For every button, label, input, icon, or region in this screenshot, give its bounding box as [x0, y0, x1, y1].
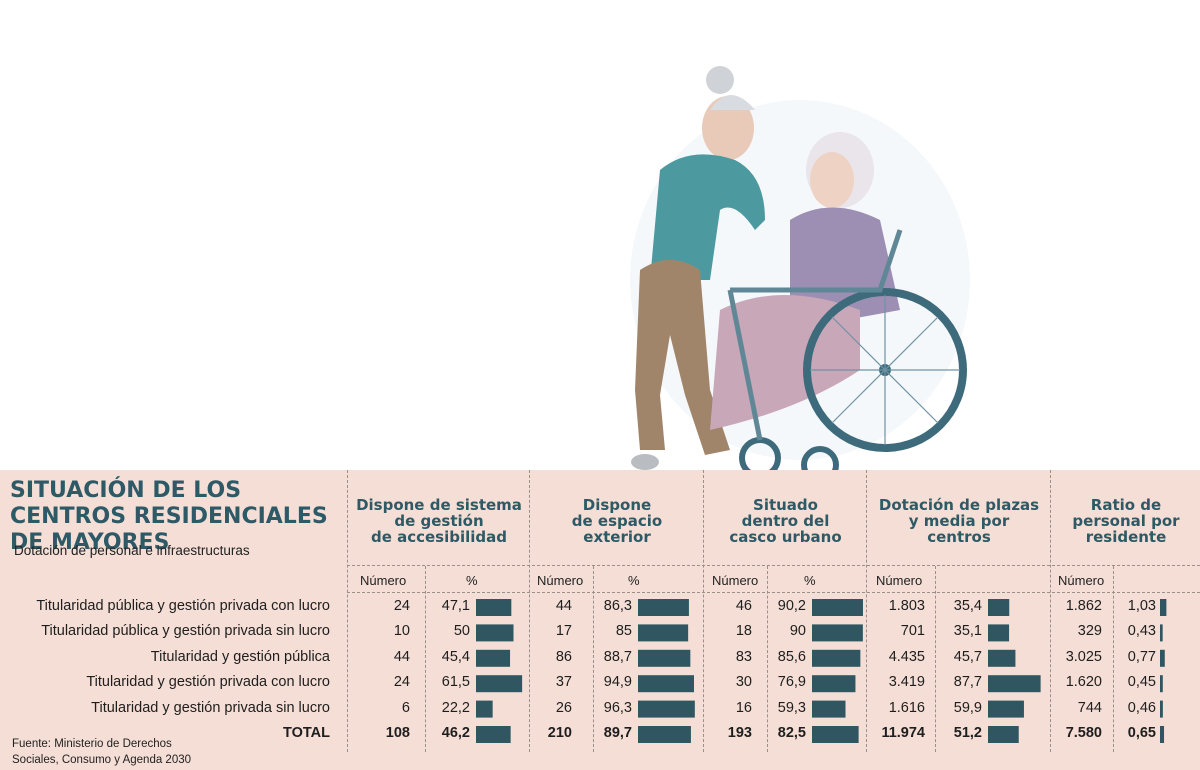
header-separator: [347, 592, 1200, 593]
row-label: Titularidad y gestión privada sin lucro: [91, 699, 330, 716]
table-cell-number: 4.435: [888, 648, 925, 665]
table-cell-value: 0,46: [1127, 699, 1156, 716]
column-heading-espacio-exterior: Dispone de espacio exterior: [571, 496, 663, 546]
table-cell-number: 24: [393, 598, 410, 614]
table-cell-value: 1,03: [1127, 598, 1156, 614]
table-cell-number: 3.419: [888, 674, 925, 691]
table-panel: [0, 470, 1200, 770]
table-cell-number: 108: [385, 725, 410, 741]
column-separator: [529, 470, 530, 752]
total-row-label: TOTAL: [283, 725, 330, 741]
chart-subtitle: Dotación de personal e infraestructuras: [14, 543, 250, 558]
column-separator: [425, 566, 426, 752]
column-separator: [347, 470, 348, 752]
table-cell-number: 701: [900, 623, 925, 640]
table-cell-number: 24: [393, 674, 410, 691]
table-cell-number: 46: [735, 598, 752, 614]
chart-title: SITUACIÓN DE LOS CENTROS RESIDENCIALES D…: [10, 478, 328, 555]
subheading-numero: Número: [712, 573, 759, 588]
table-cell-number: 44: [555, 598, 572, 614]
table-cell-number: 44: [393, 648, 410, 665]
subheading-numero: Número: [876, 573, 923, 588]
table-cell-number: 3.025: [1065, 648, 1102, 665]
table-cell-value: 47,1: [441, 598, 470, 614]
elderly-care-illustration: [630, 66, 970, 480]
table-cell-number: 210: [547, 725, 572, 741]
table-cell-value: 45,7: [953, 648, 982, 665]
table-cell-number: 16: [735, 699, 752, 716]
table-cell-value: 82,5: [777, 725, 806, 741]
table-cell-value: 87,7: [953, 674, 982, 691]
table-cell-value: 35,4: [953, 598, 982, 614]
table-cell-value: 59,3: [777, 699, 806, 716]
table-cell-value: 90: [789, 623, 806, 640]
column-separator: [593, 566, 594, 752]
table-cell-value: 50: [453, 623, 470, 640]
table-cell-value: 96,3: [603, 699, 632, 716]
table-cell-number: 193: [727, 725, 752, 741]
table-cell-number: 37: [555, 674, 572, 691]
table-cell-value: 90,2: [777, 598, 806, 614]
table-cell-value: 86,3: [603, 598, 632, 614]
subheading-percent: %: [466, 573, 478, 588]
column-heading-ratio-personal: Ratio de personal por residente: [1072, 496, 1180, 546]
column-heading-dotacion-plazas: Dotación de plazas y media por centros: [878, 496, 1040, 546]
table-cell-value: 61,5: [441, 674, 470, 691]
table-cell-number: 30: [735, 674, 752, 691]
table-cell-value: 22,2: [441, 699, 470, 716]
table-cell-number: 6: [401, 699, 410, 716]
table-cell-value: 46,2: [441, 725, 470, 741]
subheading-numero: Número: [537, 573, 584, 588]
row-label: Titularidad y gestión pública: [150, 648, 330, 665]
table-cell-value: 89,7: [603, 725, 632, 741]
column-heading-casco-urbano: Situado dentro del casco urbano: [729, 496, 842, 546]
column-separator: [767, 566, 768, 752]
table-cell-number: 1.862: [1065, 598, 1102, 614]
table-cell-value: 85,6: [777, 648, 806, 665]
table-cell-number: 17: [555, 623, 572, 640]
table-cell-value: 0,43: [1127, 623, 1156, 640]
table-cell-number: 10: [393, 623, 410, 640]
table-cell-value: 0,77: [1127, 648, 1156, 665]
table-cell-number: 329: [1077, 623, 1102, 640]
table-cell-value: 76,9: [777, 674, 806, 691]
table-cell-value: 51,2: [953, 725, 982, 741]
table-cell-number: 744: [1077, 699, 1102, 716]
table-cell-value: 45,4: [441, 648, 470, 665]
table-cell-value: 88,7: [603, 648, 632, 665]
table-cell-value: 94,9: [603, 674, 632, 691]
table-cell-value: 0,65: [1127, 725, 1156, 741]
subheading-numero: Número: [1058, 573, 1105, 588]
table-cell-value: 35,1: [953, 623, 982, 640]
table-cell-value: 0,45: [1127, 674, 1156, 691]
subheading-percent: %: [628, 573, 640, 588]
row-label: Titularidad pública y gestión privada si…: [41, 623, 330, 640]
column-separator: [703, 470, 704, 752]
table-cell-number: 83: [735, 648, 752, 665]
source-note: Fuente: Ministerio de Derechos Sociales,…: [12, 738, 192, 766]
table-cell-value: 85: [615, 623, 632, 640]
table-cell-number: 11.974: [881, 725, 925, 741]
column-separator: [1113, 566, 1114, 752]
table-cell-number: 26: [555, 699, 572, 716]
row-label: Titularidad pública y gestión privada co…: [36, 598, 330, 614]
table-cell-number: 7.580: [1065, 725, 1102, 741]
table-cell-number: 1.620: [1065, 674, 1102, 691]
subheading-numero: Número: [360, 573, 407, 588]
table-cell-number: 1.616: [888, 699, 925, 716]
table-cell-value: 59,9: [953, 699, 982, 716]
column-separator: [935, 566, 936, 752]
column-separator: [1050, 470, 1051, 752]
column-heading-accesibilidad: Dispone de sistema de gestión de accesib…: [356, 496, 522, 546]
subheading-percent: %: [804, 573, 816, 588]
header-separator: [347, 565, 1200, 566]
table-cell-number: 86: [555, 648, 572, 665]
table-cell-number: 1.803: [888, 598, 925, 614]
column-separator: [866, 470, 867, 752]
table-cell-number: 18: [735, 623, 752, 640]
row-label: Titularidad y gestión privada con lucro: [86, 674, 330, 691]
